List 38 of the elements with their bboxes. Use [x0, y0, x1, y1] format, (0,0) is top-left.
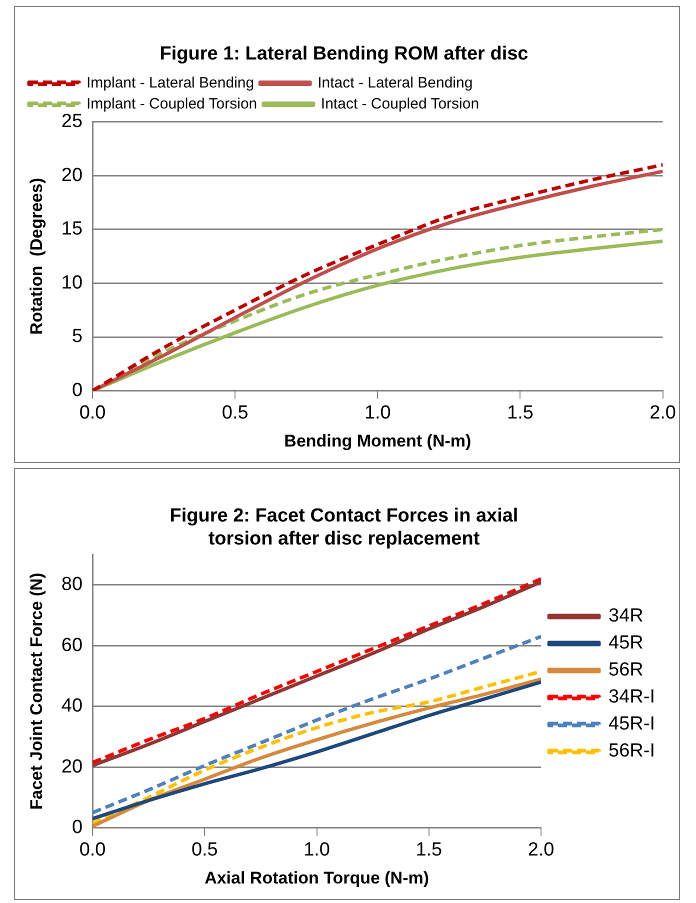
x-axis-title: Bending Moment (N-m) [284, 431, 472, 450]
x-tick-label: 1.5 [507, 402, 534, 424]
x-tick-label: 0.0 [79, 839, 106, 860]
y-tick-label: 10 [61, 272, 83, 294]
x-tick-label: 2.0 [650, 402, 676, 424]
x-tick-label: 0.0 [79, 402, 106, 424]
legend-label: Implant - Lateral Bending [86, 74, 254, 92]
y-tick-label: 25 [61, 111, 83, 132]
y-tick-label: 80 [61, 574, 83, 596]
y-axis-title: Facet Joint Contact Force (N) [26, 572, 46, 810]
chart-title: Figure 2: Facet Contact Forces in axial torsion after disc replacement [170, 506, 518, 550]
legend-label: 34R-I [608, 686, 656, 708]
legend-label: Intact - Coupled Torsion [320, 95, 480, 112]
y-tick-label: 40 [61, 696, 83, 717]
chart-title: Figure 1: Lateral Bending ROM after disc [160, 44, 529, 65]
line-series [92, 634, 542, 814]
y-tick-label: 15 [61, 218, 83, 240]
legend-label: 56R [608, 660, 644, 681]
y-tick-label: 20 [61, 164, 83, 186]
legend-label: Intact - Lateral Bending [318, 74, 473, 92]
y-axis-title: Rotation (Degrees) [26, 178, 46, 335]
y-tick-label: 5 [72, 326, 83, 348]
x-tick-label: 2.0 [528, 839, 554, 860]
y-tick-label: 60 [61, 634, 83, 656]
x-tick-label: 1.5 [416, 839, 442, 860]
x-tick-label: 1.0 [304, 839, 330, 860]
y-tick-label: 0 [72, 380, 83, 402]
x-tick-label: 1.0 [364, 402, 391, 424]
x-axis-title: Axial Rotation Torque (N-m) [204, 868, 430, 888]
x-tick-label: 0.5 [222, 402, 248, 424]
x-tick-label: 0.5 [191, 839, 218, 860]
legend-label: Implant - Coupled Torsion [86, 95, 258, 112]
legend-label: 56R-I [608, 740, 656, 762]
legend-label: 34R [608, 606, 644, 627]
y-tick-label: 20 [61, 756, 83, 778]
y-tick-label: 0 [72, 817, 83, 838]
legend-label: 45R [608, 632, 644, 654]
legend-label: 45R-I [608, 714, 656, 735]
